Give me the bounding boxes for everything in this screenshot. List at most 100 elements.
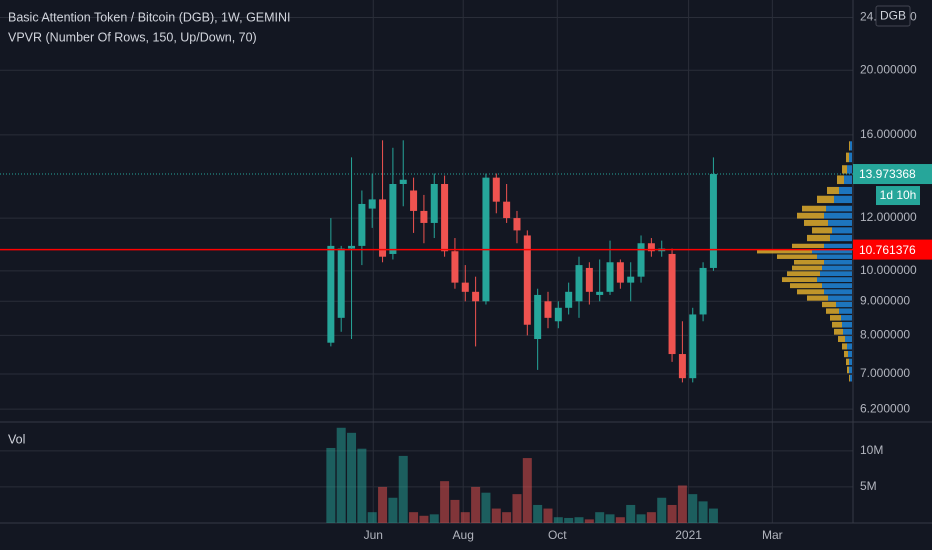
candle-body [368,199,376,209]
last-price-badge [853,164,932,185]
vpvr-down [846,152,849,163]
volume-bar [522,458,532,523]
y-tick-label: 12.000000 [860,210,917,224]
vpvr-up [824,212,852,219]
vpvr-down [777,254,817,259]
vpvr-up [844,175,852,185]
candle-body [441,183,449,252]
candle-body [503,201,511,219]
countdown-badge [876,186,920,206]
volume-bar [512,494,522,523]
vpvr-down [837,175,844,185]
candle-body [534,294,542,340]
x-tick-label: Oct [548,528,567,542]
y-tick-label: 20.000000 [860,62,917,76]
vpvr-down [849,141,850,151]
vpvr-up [850,141,852,151]
vpvr-down [804,219,828,226]
vpvr-down [807,295,828,301]
vpvr-up [817,277,852,283]
volume-bar [481,492,491,523]
vpvr-up [839,308,852,314]
candle-body [647,243,655,252]
candle-body [389,183,397,254]
candle-body [420,210,428,223]
candle-body [606,262,614,292]
volume-bar [677,485,687,523]
vpvr-down [802,205,826,212]
y-tick-label: 10.000000 [860,263,917,277]
volume-bar [574,517,584,523]
vpvr-up [828,295,852,301]
volume-bar [698,501,708,523]
currency-label: DGB [880,9,906,23]
volume-bar [584,519,594,523]
candle-body [513,218,521,231]
volume-bar [336,427,346,523]
volume-bar [595,512,605,523]
vpvr-down [797,289,824,295]
volume-bar [378,486,388,523]
candle-body [637,243,645,277]
vpvr-down [807,234,830,242]
vpvr-up [824,243,852,249]
candle-body [575,265,583,302]
volume-bar [460,512,470,523]
candle-body [668,253,676,355]
vpvr-down [847,366,849,374]
candle-body [472,291,480,302]
candle-body [451,251,459,283]
volume-bar [450,499,460,523]
vpvr-up [824,259,852,265]
last-price-label: 13.973368 [859,167,916,181]
volume-bar [388,497,398,523]
vpvr-down [830,315,841,321]
vpvr-down [797,212,824,219]
candle-body [399,179,407,184]
volume-label: Vol [8,432,25,446]
candle-body [678,354,686,379]
vpvr-down [826,308,839,314]
vpvr-up [832,227,852,234]
volume-bar [491,508,501,523]
volume-bar [502,512,512,523]
volume-tick-label: 10M [860,443,883,457]
vpvr-up [822,283,852,289]
vpvr-up [850,374,852,382]
vpvr-down [844,350,848,358]
vpvr-down [812,227,832,234]
candle-body [585,267,593,292]
volume-bar [357,448,367,523]
vpvr-down [787,271,820,277]
volume-bar [533,504,543,523]
vpvr-up [830,234,852,242]
candle-body [348,245,356,249]
vpvr-down [846,358,849,366]
x-tick-label: Mar [762,528,783,542]
indicator-label: VPVR (Number Of Rows, 150, Up/Down, 70) [8,30,257,44]
y-tick-label: 9.000000 [860,293,910,307]
vpvr-up [834,195,852,204]
candle-body [430,183,438,223]
candle-body [627,276,635,283]
x-tick-label: Aug [453,528,474,542]
y-tick-label: 16.000000 [860,127,917,141]
vpvr-down [834,328,843,335]
vpvr-up [820,271,852,277]
vpvr-up [822,265,852,271]
volume-bar [708,508,718,523]
vpvr-up [849,366,852,374]
volume-tick-label: 5M [860,479,877,493]
vpvr-up [828,219,852,226]
candle-body [616,262,624,283]
vpvr-down [790,283,822,289]
vpvr-down [827,186,839,195]
volume-bar [553,517,563,523]
vpvr-down [757,249,812,254]
candle-body [358,203,366,246]
candle-body [461,282,469,292]
candle-body [327,245,335,343]
volume-bar [398,455,408,523]
currency-badge [875,5,911,27]
vpvr-up [849,358,852,366]
